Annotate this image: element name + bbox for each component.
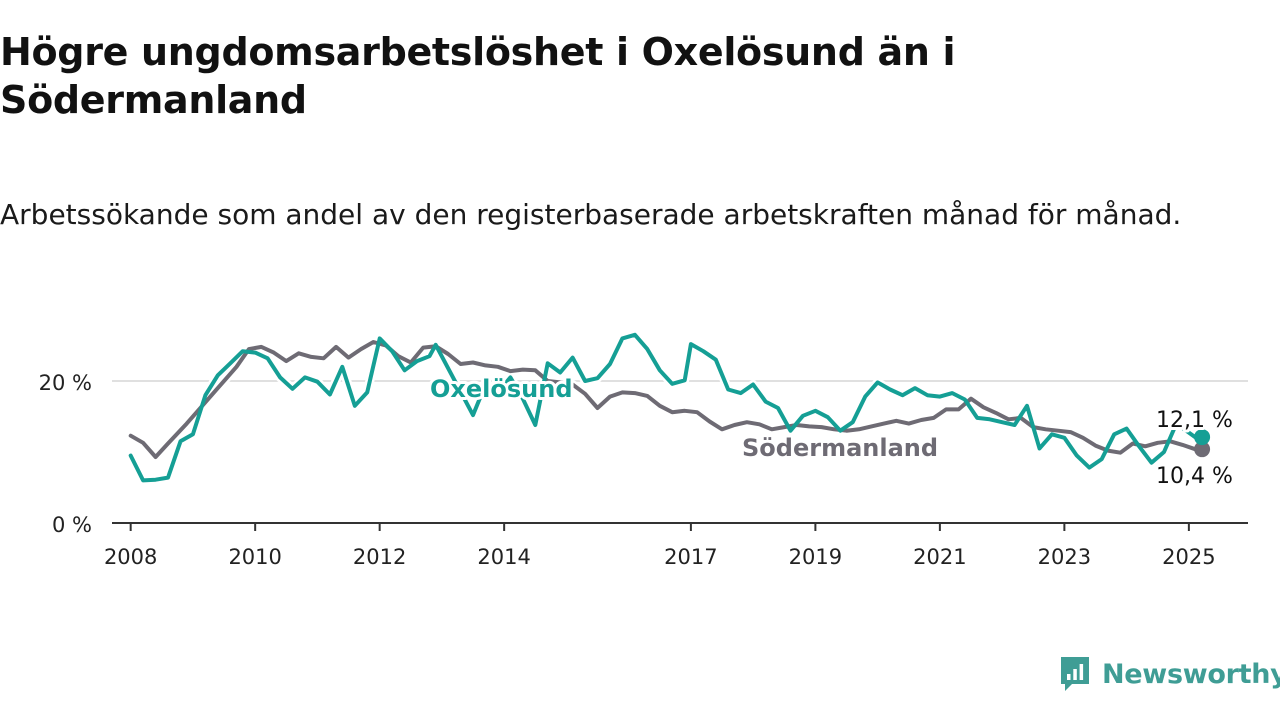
page-title: Högre ungdomsarbetslöshet i Oxelösund än…: [0, 30, 956, 122]
x-tick-label: 2017: [664, 545, 717, 569]
x-tick-label: 2008: [104, 545, 157, 569]
series-end-marker: [1194, 429, 1211, 446]
y-tick-label: 0 %: [52, 513, 92, 537]
y-axis: 0 % 20 %: [39, 371, 92, 537]
brand-logo: Newsworthy: [1058, 654, 1280, 694]
x-tick-label: 2010: [228, 545, 281, 569]
line-chart: 0 % 20 % 2008 2010 2012 2014 2017 2019 2021 2023…: [39, 330, 1248, 569]
x-tick-label: 2014: [477, 545, 530, 569]
x-tick-label: 2023: [1038, 545, 1091, 569]
x-tick-label: 2019: [789, 545, 842, 569]
end-value-label-oxelosund: 12,1 %: [1156, 408, 1233, 433]
series-line-oxel-sund: [128, 332, 1198, 483]
series-lines: [126, 330, 1211, 485]
x-tick-label: 2025: [1162, 545, 1215, 569]
series-label-oxelosund: Oxelösund: [430, 375, 573, 403]
series-labels: Oxelösund Södermanland 12,1 % 10,4 %: [427, 372, 1236, 492]
newsworthy-logo-icon: [1061, 657, 1089, 691]
y-tick-label: 20 %: [39, 371, 92, 395]
end-value-label-sodermanland: 10,4 %: [1156, 464, 1233, 489]
x-tick-label: 2012: [353, 545, 406, 569]
chart-subtitle: Arbetssökande som andel av den registerb…: [0, 198, 1182, 231]
series-end-marker: [1194, 441, 1211, 458]
series-label-sodermanland: Södermanland: [742, 434, 938, 462]
brand-name: Newsworthy: [1102, 658, 1280, 690]
x-axis: 2008 2010 2012 2014 2017 2019 2021 2023 2025: [104, 522, 1248, 569]
x-tick-label: 2021: [913, 545, 966, 569]
